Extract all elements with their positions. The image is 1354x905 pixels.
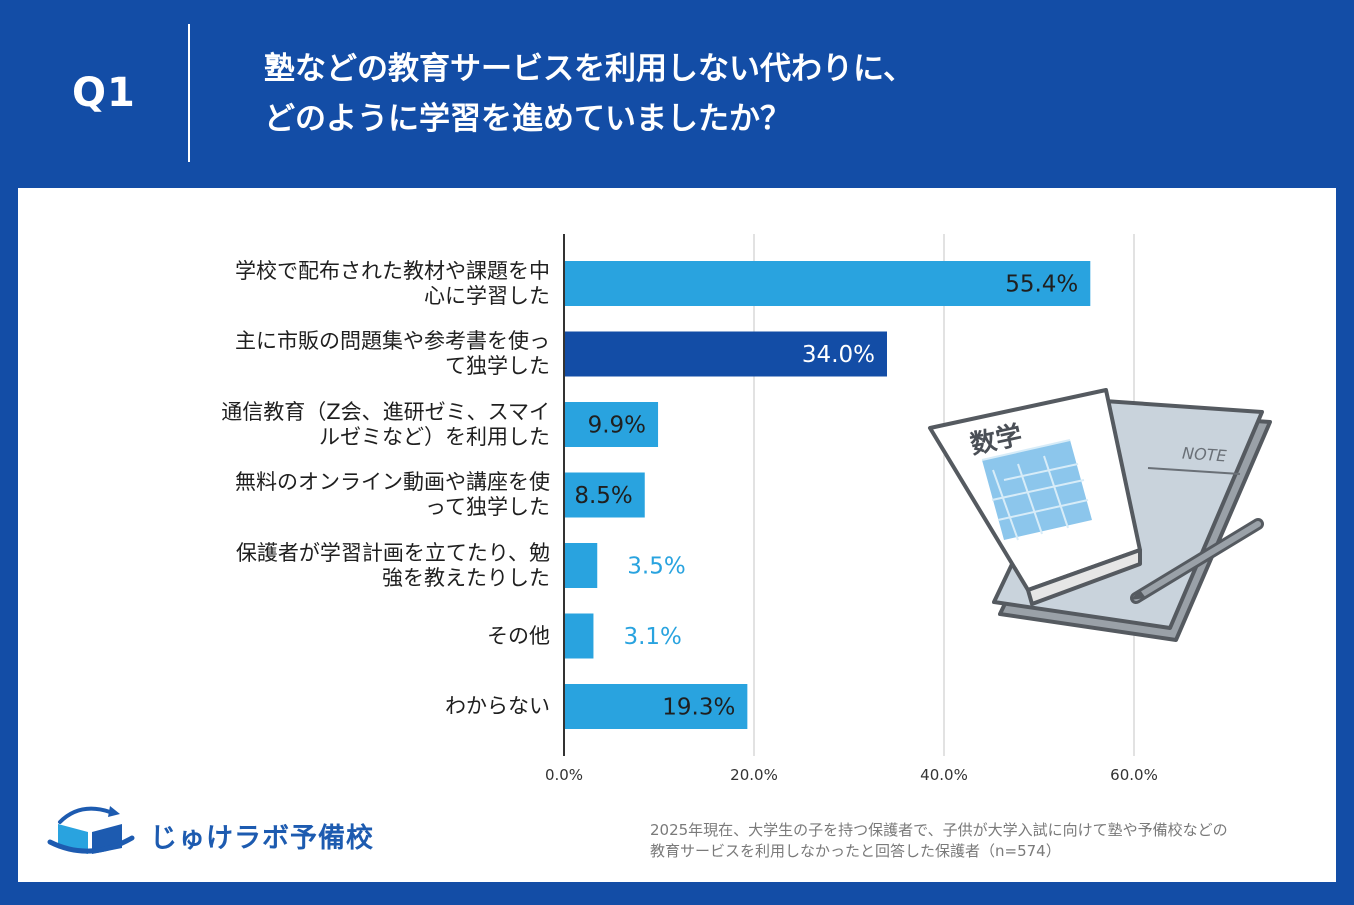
bar-value-label: 19.3% xyxy=(662,695,735,721)
x-tick-label: 20.0% xyxy=(730,766,778,784)
x-tick-label: 0.0% xyxy=(545,766,583,784)
logo-text: じゅけラボ予備校 xyxy=(150,823,374,854)
bar-chart: 0.0% 20.0% 40.0% 60.0% 数学 NOTE55.4%34.0%9.9%… xyxy=(545,234,1272,784)
bar xyxy=(564,472,645,518)
question-number: Q1 xyxy=(72,70,136,116)
bar xyxy=(564,543,598,588)
bar-value-label: 9.9% xyxy=(588,413,646,439)
bar-value-label: 3.5% xyxy=(627,554,685,580)
category-label-line: って独学した xyxy=(425,495,550,519)
bar-value-label: 3.1% xyxy=(623,624,681,650)
question-title: 塾などの教育サービスを利用しない代わりに、 どのように学習を進めていましたか？ xyxy=(264,44,1324,144)
category-label-line: わからない xyxy=(445,694,550,718)
source-note-line-2: 教育サービスを利用しなかったと回答した保護者（n=574） xyxy=(650,842,1061,860)
category-label: その他 xyxy=(130,624,550,649)
bar xyxy=(564,402,659,447)
category-label-line: 学校で配布された教材や課題を中 xyxy=(235,258,550,283)
bar-value-label: 34.0% xyxy=(802,342,875,368)
study-illustration xyxy=(928,388,1272,642)
category-label-line: 強を教えたりした xyxy=(382,565,550,590)
category-label-line: 保護者が学習計画を立てたり、勉 xyxy=(235,540,550,565)
category-label-line: 主に市販の問題集や参考書を使っ xyxy=(235,329,550,353)
question-title-line-2: どのように学習を進めていましたか？ xyxy=(264,101,791,137)
category-label-line: ルゼミなど）を利用した xyxy=(319,424,550,449)
question-title-line-1: 塾などの教育サービスを利用しない代わりに、 xyxy=(264,51,915,87)
source-note: 2025年現在、大学生の子を持つ保護者で、子供が大学入試に向けて塾や予備校などの… xyxy=(650,820,1330,862)
bar-value-label: 55.4% xyxy=(1005,272,1078,298)
x-tick-label: 60.0% xyxy=(1110,766,1158,784)
header-divider xyxy=(188,24,190,162)
category-label: 学校で配布された教材や課題を中 心に学習した xyxy=(130,259,550,309)
category-label: わからない xyxy=(130,694,550,719)
source-note-line-1: 2025年現在、大学生の子を持つ保護者で、子供が大学入試に向けて塾や予備校などの xyxy=(650,821,1228,839)
category-label: 主に市販の問題集や参考書を使っ て独学した xyxy=(130,329,550,379)
category-label: 保護者が学習計画を立てたり、勉 強を教えたりした xyxy=(130,541,550,591)
bar xyxy=(564,331,887,377)
bar xyxy=(564,613,594,659)
category-label-line: て独学した xyxy=(445,354,550,378)
category-label-line: 無料のオンライン動画や講座を使 xyxy=(235,470,550,494)
bar-value-label: 8.5% xyxy=(574,483,632,509)
notebook-label-text: NOTE xyxy=(1181,443,1228,465)
x-tick-label: 40.0% xyxy=(920,766,968,784)
category-label-line: 通信教育（Z会、進研ゼミ、スマイ xyxy=(221,399,550,424)
logo-book-icon xyxy=(47,806,135,854)
category-label: 通信教育（Z会、進研ゼミ、スマイ ルゼミなど）を利用した xyxy=(130,400,550,450)
bar xyxy=(564,684,748,729)
header: Q1 塾などの教育サービスを利用しない代わりに、 どのように学習を進めていました… xyxy=(0,0,1354,188)
category-label: 無料のオンライン動画や講座を使 って独学した xyxy=(130,470,550,520)
chart-panel: 0.0% 20.0% 40.0% 60.0% 数学 NOTE 55.4% 34.0% 9.9%… xyxy=(18,188,1336,882)
bar xyxy=(564,261,1091,306)
logo: じゅけラボ予備校 xyxy=(40,802,373,862)
category-label-line: 心に学習した xyxy=(424,283,550,308)
category-label-line: その他 xyxy=(487,623,550,648)
